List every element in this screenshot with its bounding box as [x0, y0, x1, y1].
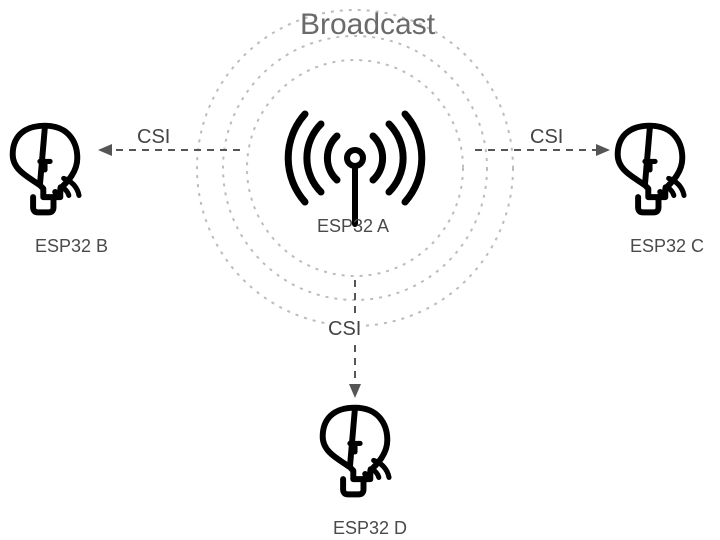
- node-label: ESP32 C: [630, 236, 704, 257]
- edge-label: CSI: [326, 318, 363, 341]
- center-node-label: ESP32 A: [317, 216, 389, 237]
- node-label: ESP32 B: [35, 236, 108, 257]
- device-icons: [13, 126, 684, 495]
- node-label: ESP32 D: [333, 518, 407, 539]
- edge-label: CSI: [135, 126, 172, 149]
- diagram-svg: [0, 0, 720, 540]
- center-antenna-icon: [288, 114, 422, 224]
- bulb-icon: [13, 126, 79, 213]
- bulb-icon: [323, 408, 389, 495]
- bulb-icon: [618, 126, 684, 213]
- diagram-canvas: Broadcast ESP32 A ESP32 BESP32 CESP32 D …: [0, 0, 720, 540]
- edge-label: CSI: [528, 126, 565, 149]
- broadcast-title: Broadcast: [300, 8, 435, 42]
